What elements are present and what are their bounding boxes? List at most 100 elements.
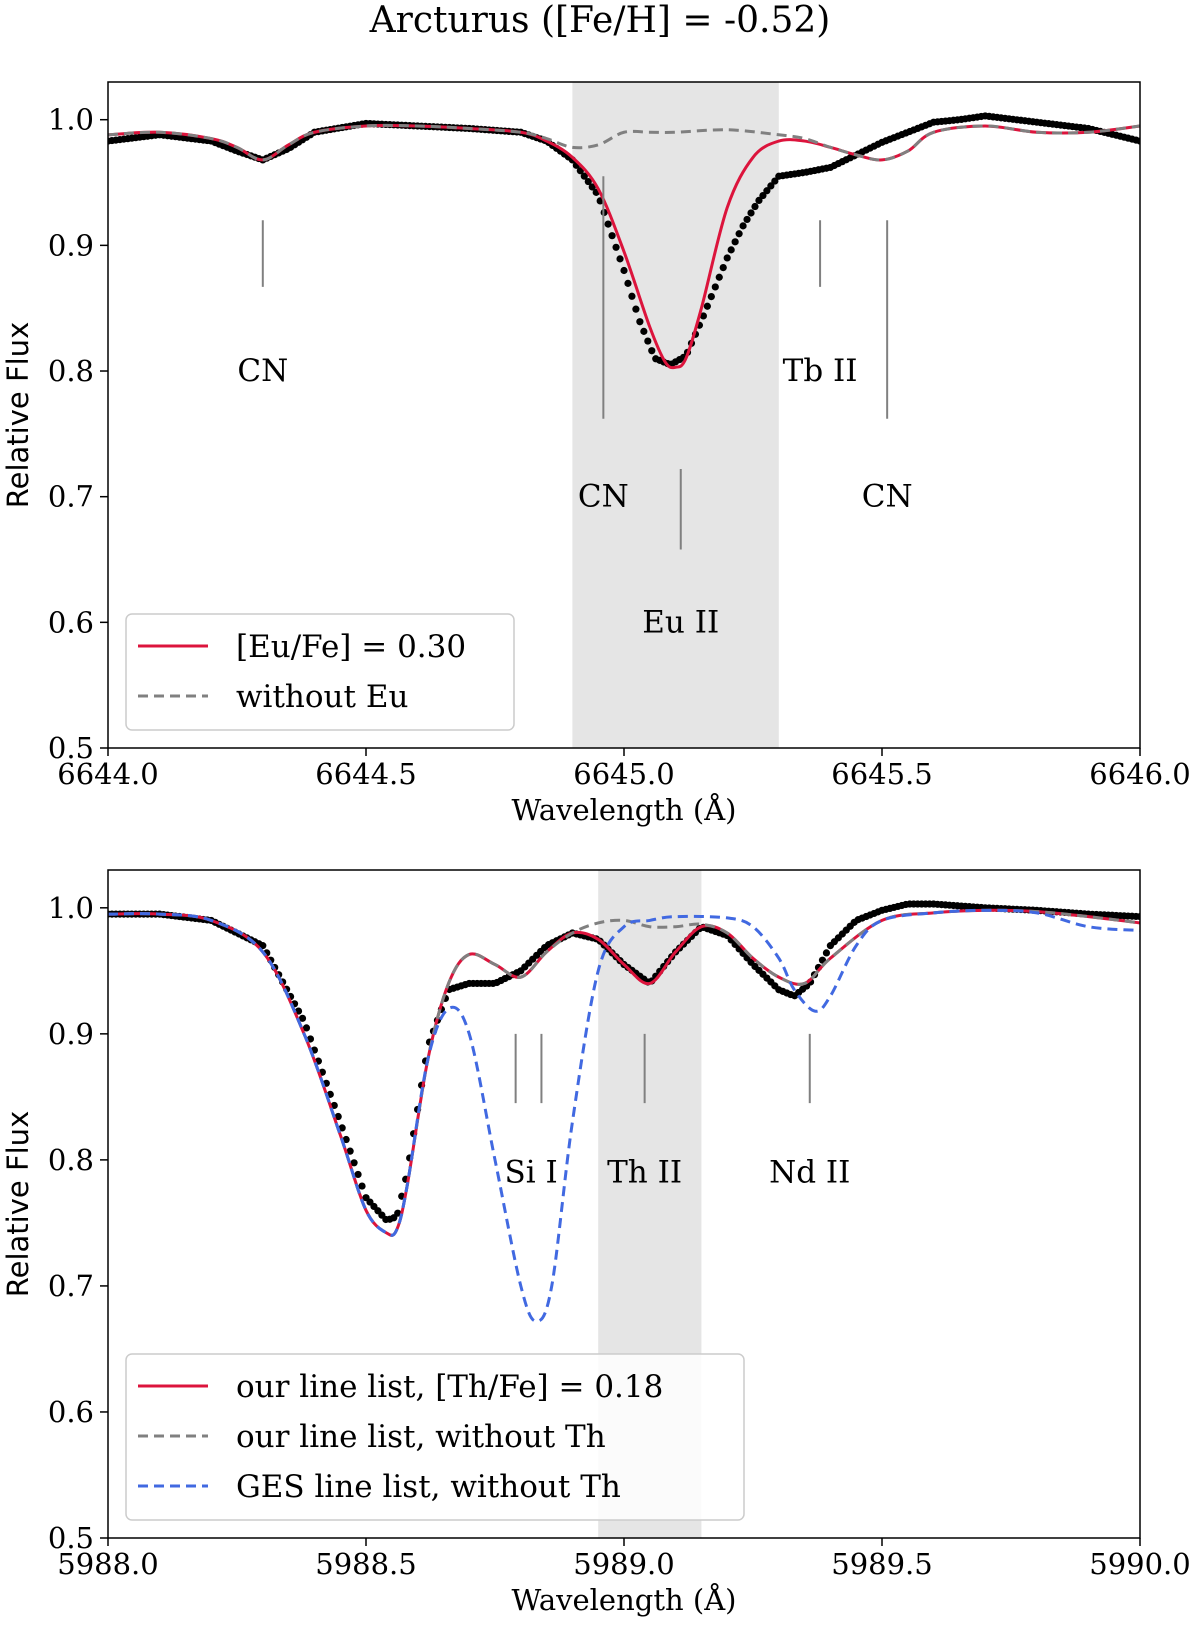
observed-point [751, 202, 759, 211]
x-tick-label: 5988.5 [315, 1547, 416, 1581]
annotation-label: Th II [607, 1154, 682, 1190]
observed-point [735, 230, 743, 238]
x-tick-label: 5990.0 [1089, 1547, 1190, 1581]
legend: our line list, [Th/Fe] = 0.18 our line li… [125, 1353, 745, 1521]
observed-point [298, 1014, 307, 1022]
x-axis-label: Wavelength (Å) [512, 1582, 737, 1617]
observed-point [1136, 137, 1140, 145]
x-tick-label: 6645.5 [831, 757, 932, 791]
shaded-region [572, 82, 779, 748]
observed-point [747, 209, 755, 217]
observed-point [727, 246, 735, 254]
y-tick-label: 0.5 [48, 1521, 94, 1555]
observed-point [338, 1124, 346, 1132]
y-axis-label: Relative Flux [1, 1111, 35, 1297]
panel-th: Si I Th II Nd II 5988.0 5988.5 5989.0 5989.5 59… [1, 869, 1191, 1617]
observed-point [759, 191, 767, 200]
legend-box [125, 613, 515, 731]
annotation-label: CN [237, 353, 288, 389]
observed-point [763, 187, 771, 195]
y-tick-label: 0.5 [48, 731, 94, 765]
observed-point [636, 318, 644, 326]
observed-point [628, 292, 636, 300]
x-tick-label: 6645.0 [573, 757, 674, 791]
observed-point [640, 327, 648, 335]
legend-label: GES line list, without Th [236, 1469, 621, 1505]
y-tick-label: 0.8 [48, 1143, 94, 1177]
legend-label: our line list, [Th/Fe] = 0.18 [236, 1369, 663, 1405]
y-tick-label: 0.7 [48, 1269, 94, 1303]
observed-point [632, 305, 640, 313]
annotation-label: Si I [504, 1154, 557, 1190]
observed-point [719, 263, 727, 272]
plot-area [108, 112, 1140, 370]
observed-point [624, 279, 632, 287]
observed-point [334, 1112, 342, 1121]
x-tick-label: 5989.0 [573, 1547, 674, 1581]
observed-point [259, 942, 267, 950]
legend-label: [Eu/Fe] = 0.30 [236, 629, 466, 665]
observed-point [354, 1170, 362, 1179]
figure-title: Arcturus ([Fe/H] = -0.52) [369, 0, 831, 41]
observed-point [394, 1209, 402, 1217]
x-axis-label: Wavelength (Å) [512, 792, 737, 827]
panel-eu: CN CN Eu II Tb II CN 6644.0 6644.5 6645.0 6645.5… [1, 81, 1191, 827]
legend: [Eu/Fe] = 0.30 without Eu [125, 613, 515, 731]
x-tick-label: 5989.5 [831, 1547, 932, 1581]
y-tick-label: 0.6 [48, 1395, 94, 1429]
plot-area [108, 900, 1140, 1323]
y-axis-label: Relative Flux [1, 322, 35, 508]
x-tick-label: 6646.0 [1089, 757, 1190, 791]
y-tick-label: 0.8 [48, 354, 94, 388]
observed-point [330, 1101, 338, 1110]
x-tick-label: 5988.0 [57, 1547, 158, 1581]
series-line [108, 908, 1140, 1237]
observed-point [584, 177, 592, 186]
observed-point [608, 232, 616, 240]
observed-point [699, 312, 707, 320]
annotation-label: Nd II [769, 1154, 850, 1190]
observed-point [350, 1159, 358, 1167]
observed-point [771, 177, 779, 185]
annotation-label: Tb II [783, 353, 858, 389]
legend-label: without Eu [236, 679, 408, 715]
annotation-label: CN [862, 479, 913, 515]
y-tick-label: 1.0 [48, 891, 94, 925]
observed-point [1136, 913, 1140, 921]
observed-point [342, 1135, 350, 1144]
observed-point [302, 1024, 311, 1032]
series-line [108, 123, 1140, 162]
observed-point [739, 222, 747, 230]
observed-point [755, 196, 763, 205]
observed-point [616, 255, 624, 263]
y-tick-label: 0.6 [48, 605, 94, 639]
legend-box [125, 1353, 745, 1521]
series-line [108, 908, 1140, 1323]
observed-point [644, 337, 652, 345]
y-tick-label: 1.0 [48, 103, 94, 137]
legend-label: our line list, without Th [236, 1419, 606, 1455]
observed-point [588, 183, 596, 191]
observed-point [620, 266, 628, 275]
observed-point [358, 1182, 366, 1190]
observed-point [731, 238, 739, 246]
observed-point [604, 220, 612, 228]
observed-point [711, 283, 719, 291]
observed-point [743, 215, 751, 224]
observed-point [648, 347, 656, 355]
observed-point [715, 273, 723, 281]
annotation-label: Eu II [642, 604, 719, 640]
observed-point [306, 1035, 315, 1043]
observed-point [822, 949, 831, 957]
observed-point [707, 292, 715, 301]
observed-point [580, 172, 588, 180]
y-tick-label: 0.7 [48, 480, 94, 514]
x-tick-label: 6644.5 [315, 757, 416, 791]
observed-point [723, 254, 731, 262]
observed-point [703, 302, 711, 310]
y-tick-label: 0.9 [48, 228, 94, 262]
annotation-label: CN [578, 479, 629, 515]
observed-point [612, 243, 620, 251]
observed-point [346, 1147, 354, 1155]
